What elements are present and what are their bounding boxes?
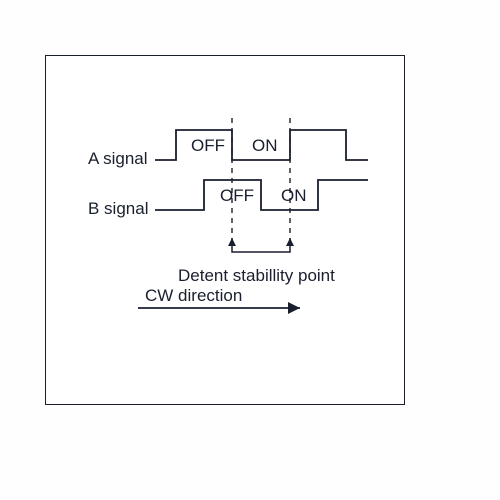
detent-bracket xyxy=(232,238,290,252)
diagram-svg xyxy=(0,0,500,500)
waveform-b xyxy=(155,180,368,210)
cw-arrow-head-icon xyxy=(288,302,300,314)
signal-b-label: B signal xyxy=(88,199,148,219)
detent-bracket-arrow-right xyxy=(286,238,294,246)
state-off-b: OFF xyxy=(220,186,254,206)
stability-caption: Detent stabillity point xyxy=(178,266,335,286)
state-on-a: ON xyxy=(252,136,278,156)
state-on-b: ON xyxy=(281,186,307,206)
state-off-a: OFF xyxy=(191,136,225,156)
detent-bracket-arrow-left xyxy=(228,238,236,246)
direction-caption: CW direction xyxy=(145,286,242,306)
signal-a-label: A signal xyxy=(88,149,148,169)
